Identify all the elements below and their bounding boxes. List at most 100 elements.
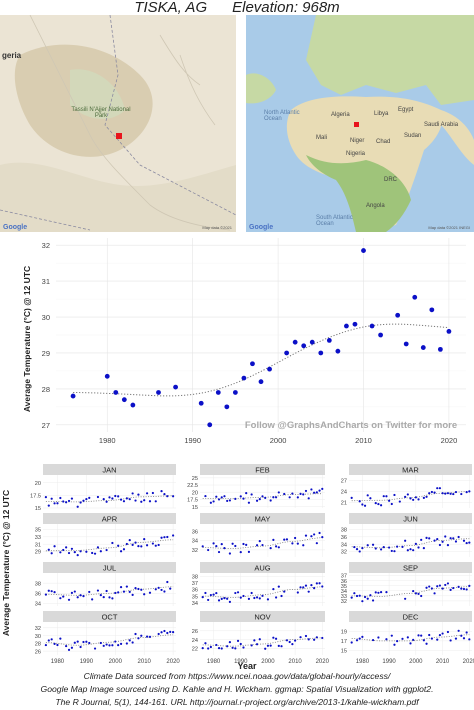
- facet-x-ticks: 1980 1990 2000 2010 2020 1980 1990 2000 2010 2020…: [51, 659, 474, 665]
- facet-data-point: [76, 640, 79, 643]
- facet-data-point: [299, 636, 302, 639]
- facet-x-tick-label: 1980: [51, 659, 65, 665]
- facet-data-point: [125, 497, 128, 500]
- facet-data-point: [44, 643, 47, 647]
- facet-y-tick-label: 15: [341, 648, 347, 654]
- facet-data-point: [454, 637, 458, 640]
- facet-data-point: [285, 538, 289, 541]
- facet-data-point: [374, 547, 377, 550]
- data-point: [215, 390, 221, 395]
- facet-panel-jan: JAN 15 17.5 20: [30, 464, 176, 512]
- facet-data-point: [166, 495, 169, 498]
- facet-data-point: [452, 586, 455, 590]
- facet-data-point: [172, 495, 175, 498]
- facet-data-point: [209, 593, 212, 597]
- facet-data-point: [404, 495, 407, 498]
- map-label-north-atlantic: North Atlantic Ocean: [264, 110, 300, 122]
- local-map[interactable]: geria Tassili N'Ajjer National Park Goog…: [0, 15, 236, 232]
- facet-data-point: [148, 635, 152, 638]
- facet-data-point: [428, 585, 431, 588]
- facet-data-point: [217, 498, 221, 501]
- facet-data-point: [385, 495, 388, 498]
- facet-data-point: [131, 492, 134, 495]
- facet-data-point: [59, 597, 62, 600]
- facet-data-point: [272, 538, 275, 541]
- facet-data-point: [50, 497, 53, 500]
- facet-data-point: [468, 638, 471, 641]
- facet-data-point: [398, 500, 401, 503]
- facet-data-point: [438, 543, 442, 547]
- facet-data-point: [409, 497, 412, 500]
- facet-data-point: [145, 492, 149, 495]
- facet-strip: [349, 464, 472, 475]
- facet-data-point: [228, 600, 231, 603]
- facet-data-point: [47, 504, 50, 507]
- facet-data-point: [70, 497, 74, 500]
- facet-data-point: [79, 550, 82, 553]
- facet-y-tick-label: 32: [341, 550, 347, 556]
- facet-data-point: [217, 646, 221, 650]
- facet-data-point: [88, 641, 91, 645]
- facet-data-point: [274, 496, 278, 499]
- facet-data-point: [422, 639, 425, 642]
- facet-data-point: [258, 540, 261, 543]
- facet-y-tick-label: 34: [192, 539, 198, 545]
- facet-strip-label: MAR: [402, 465, 419, 474]
- facet-data-point: [446, 544, 450, 547]
- facet-x-tick-label: 1980: [207, 659, 221, 665]
- facet-data-point: [258, 498, 261, 501]
- facet-trend-line: [351, 634, 470, 642]
- facet-strip: [349, 513, 472, 524]
- facet-data-point: [145, 635, 149, 638]
- facet-strip: [43, 513, 176, 524]
- facet-strip: [349, 562, 472, 573]
- map-label-saudi: Saudi Arabia: [424, 122, 459, 128]
- facet-data-point: [217, 599, 221, 602]
- y-tick-label: 31: [42, 277, 50, 286]
- facet-data-point: [379, 504, 383, 507]
- facet-data-point: [223, 495, 226, 498]
- facet-data-point: [114, 494, 117, 498]
- facet-data-point: [388, 546, 391, 549]
- facet-data-point: [406, 636, 409, 639]
- facet-data-point: [212, 593, 215, 596]
- facet-y-tick-label: 36: [341, 579, 347, 585]
- x-tick-label: 2010: [355, 436, 372, 445]
- facet-data-point: [377, 591, 380, 594]
- facet-data-point: [465, 491, 468, 494]
- data-point: [232, 390, 238, 395]
- facet-data-point: [105, 500, 108, 503]
- facet-data-point: [321, 585, 324, 588]
- facet-data-point: [414, 592, 417, 595]
- facet-data-point: [122, 548, 126, 551]
- main-chart-points: [70, 248, 452, 428]
- facet-y-tick-label: 38: [341, 528, 347, 534]
- x-tick-label: 1990: [184, 436, 201, 445]
- facet-data-point: [274, 596, 278, 599]
- map-label-nigeria: Nigeria: [346, 151, 366, 157]
- facet-data-point: [390, 549, 393, 553]
- facet-data-point: [374, 591, 377, 594]
- facet-data-point: [433, 592, 436, 595]
- facet-data-point: [417, 592, 420, 596]
- facet-data-point: [412, 589, 415, 593]
- facet-data-point: [272, 636, 275, 639]
- facet-data-point: [70, 646, 74, 649]
- facet-data-point: [236, 639, 240, 642]
- facet-data-point: [264, 647, 267, 650]
- data-point: [104, 373, 110, 379]
- world-map[interactable]: Algeria Libya Egypt Mali Niger Chad Suda…: [246, 15, 474, 232]
- facet-panel-may: MAY 32 34 36: [192, 513, 325, 557]
- data-point: [429, 307, 435, 313]
- facet-data-point: [105, 643, 108, 646]
- facet-data-point: [414, 496, 417, 499]
- facet-data-point: [102, 497, 105, 501]
- facet-data-point: [462, 587, 466, 591]
- facet-data-point: [465, 588, 468, 591]
- data-point: [335, 348, 341, 354]
- facet-data-point: [242, 594, 245, 598]
- facet-y-tick-label: 22: [192, 647, 198, 653]
- facet-data-point: [85, 498, 88, 501]
